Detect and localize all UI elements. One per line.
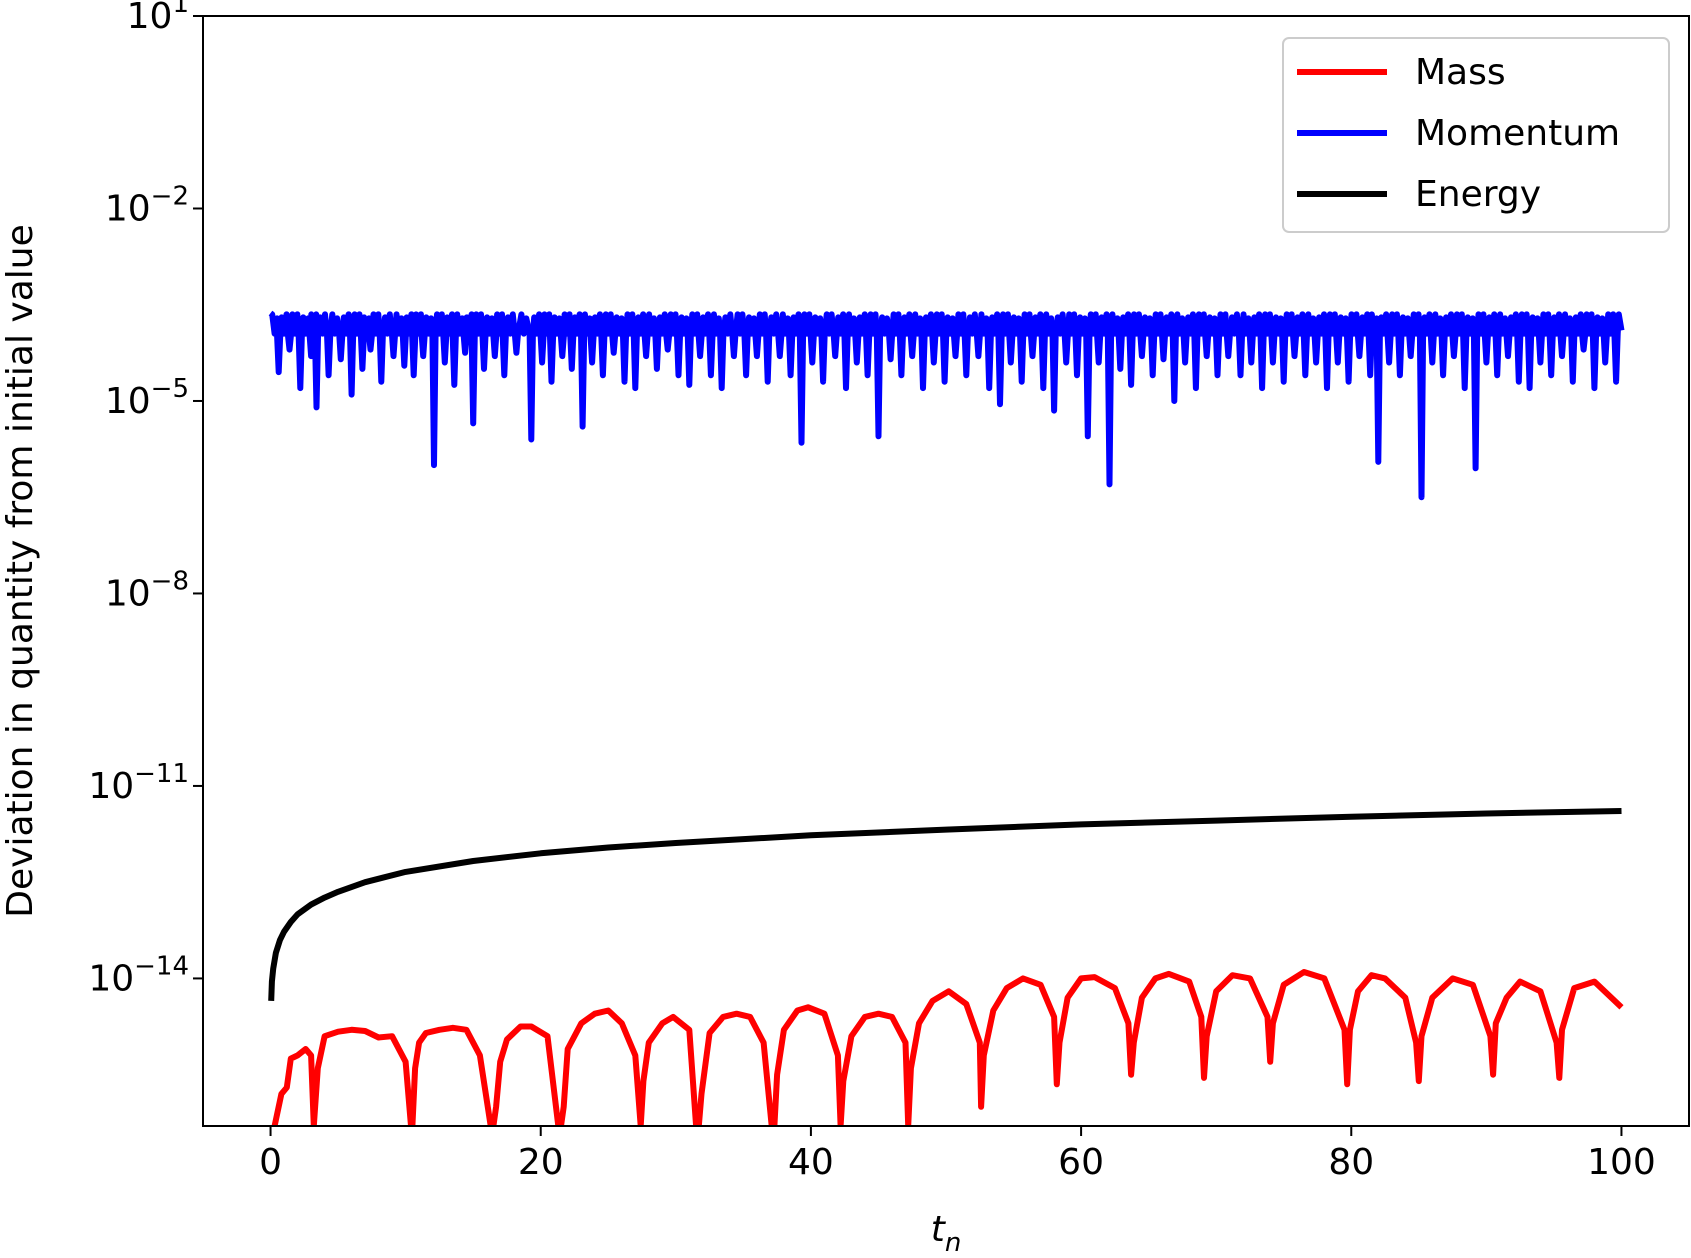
y-tick-label: 10−11 xyxy=(88,759,189,807)
x-axis-label-base: t xyxy=(931,1209,947,1250)
legend-box xyxy=(1282,37,1670,233)
x-tick-label: 0 xyxy=(259,1142,282,1183)
series-momentum-line xyxy=(268,310,1625,501)
series-layer xyxy=(268,310,1625,1126)
x-tick-label: 40 xyxy=(788,1142,834,1183)
legend: Mass Momentum Energy xyxy=(1282,37,1670,233)
legend-momentum-label: Momentum xyxy=(1415,113,1620,154)
x-tick-label: 20 xyxy=(518,1142,564,1183)
x-tick-label: 100 xyxy=(1587,1142,1656,1183)
x-tick-label: 60 xyxy=(1058,1142,1104,1183)
series-mass-line xyxy=(271,969,1624,1126)
y-tick-label: 10−5 xyxy=(105,374,189,422)
y-tick-label: 10−8 xyxy=(105,566,189,614)
x-axis: 0 20 40 60 80 100 xyxy=(259,1126,1656,1183)
x-tick-label: 80 xyxy=(1328,1142,1374,1183)
y-tick-label: 10−14 xyxy=(88,951,189,999)
legend-mass-label: Mass xyxy=(1415,52,1506,93)
y-axis-label: Deviation in quantity from initial value xyxy=(0,224,41,917)
y-axis: 101 10−2 10−5 10−8 10−11 10−14 xyxy=(88,0,203,999)
y-tick-label: 10−2 xyxy=(105,181,189,229)
legend-energy-label: Energy xyxy=(1415,174,1541,215)
x-axis-label: tn xyxy=(931,1209,962,1253)
series-energy-line xyxy=(268,808,1622,1002)
plot-frame xyxy=(202,15,1690,1127)
y-tick-label: 101 xyxy=(127,0,189,37)
x-axis-label-subscript: n xyxy=(945,1228,961,1253)
